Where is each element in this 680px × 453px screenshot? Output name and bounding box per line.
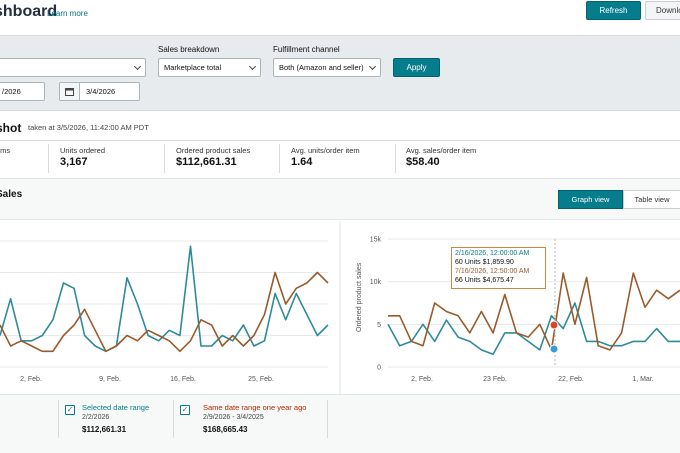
- legend-value-prior: $168,665.43: [203, 425, 248, 434]
- tooltip-date-current: 2/16/2026, 12:00:00 AM: [455, 250, 530, 257]
- x-tick-label: 9, Feb.: [99, 376, 121, 383]
- table-view-button[interactable]: Table view: [623, 190, 680, 209]
- y-tick-label: 10k: [370, 279, 382, 286]
- metric-label-avg-sales: Avg. sales/order item: [406, 146, 477, 155]
- y-tick-label: 0: [377, 365, 381, 372]
- metric-value-avg-units: 1.64: [291, 156, 313, 168]
- x-tick-label: 16, Feb.: [170, 376, 196, 383]
- divider: [164, 144, 165, 173]
- metric-label-avg-units: Avg. units/order item: [291, 146, 360, 155]
- end-date-value: 3/4/2026: [86, 87, 116, 96]
- hover-point-prior[interactable]: [549, 320, 559, 330]
- divider: [48, 144, 49, 173]
- sales-breakdown-value: Marketplace total: [164, 63, 222, 72]
- x-tick-label: 1, Mar.: [632, 376, 653, 383]
- tooltip-value-current: 60 Units $1,859.90: [455, 259, 514, 266]
- chevron-down-icon: [133, 62, 142, 71]
- refresh-button[interactable]: Refresh: [586, 1, 641, 20]
- sales-chart: 0 5 10k 15k 2, Feb. 23 Feb. 22, Feb. 1, Mar.: [370, 237, 680, 383]
- fulfillment-channel-select[interactable]: Both (Amazon and seller): [273, 58, 381, 77]
- legend-range-prior: 2/9/2026 - 3/4/2025: [203, 414, 264, 421]
- legend-range-selected: 2/2/2026: [82, 414, 110, 421]
- series-line-1: [388, 272, 680, 351]
- start-date-input[interactable]: /2026: [0, 82, 45, 101]
- divider: [395, 144, 396, 173]
- chart-tooltip: 2/16/2026, 12:00:00 AM 60 Units $1,859.9…: [451, 247, 546, 289]
- series-line-0: [0, 245, 329, 353]
- apply-button[interactable]: Apply: [393, 58, 440, 77]
- graph-view-button[interactable]: Graph view: [558, 190, 623, 209]
- series-line-1: [0, 271, 329, 353]
- check-icon: ✓: [66, 405, 74, 414]
- tooltip-date-prior: 7/16/2026, 12:50:00 AM: [455, 268, 530, 275]
- metric-value-avg-sales: $58.40: [406, 156, 440, 168]
- metric-label-units-ordered: Units ordered: [60, 146, 106, 155]
- metric-label-ordered-sales: Ordered product sales: [176, 146, 251, 155]
- start-date-value: /2026: [2, 87, 21, 96]
- y-axis-label: Ordered product sales: [356, 262, 363, 332]
- y-tick-label: 5: [377, 322, 381, 329]
- legend-name-selected: Selected date range: [82, 403, 150, 412]
- metric-label-items: ems: [0, 146, 11, 155]
- legend-value-selected: $112,661.31: [82, 425, 127, 434]
- chevron-down-icon: [368, 62, 377, 71]
- series-line-0: [387, 302, 680, 355]
- fulfillment-channel-label: Fulfillment channel: [273, 45, 340, 54]
- hover-point-current[interactable]: [549, 344, 559, 354]
- metric-value-units-ordered: 3,167: [60, 156, 88, 168]
- metric-value-ordered-sales: $112,661.31: [176, 156, 237, 168]
- snapshot-timestamp: taken at 3/5/2026, 11:42:00 AM PDT: [28, 123, 149, 132]
- units-chart: 2, Feb. 9, Feb. 16, Feb. 25, Feb.: [0, 240, 329, 383]
- selected-range-checkbox[interactable]: ✓: [65, 405, 75, 415]
- download-button[interactable]: Downlo: [645, 1, 680, 20]
- snapshot-title: shot: [0, 121, 22, 135]
- divider: [279, 144, 280, 173]
- prior-year-checkbox[interactable]: ✓: [180, 405, 190, 415]
- fulfillment-channel-value: Both (Amazon and seller): [279, 63, 364, 72]
- sales-breakdown-select[interactable]: Marketplace total: [158, 58, 261, 77]
- divider: [173, 400, 174, 438]
- x-tick-label: 2, Feb.: [411, 376, 433, 383]
- x-tick-label: 22, Feb.: [558, 376, 584, 383]
- page-title: shboard: [0, 3, 58, 20]
- check-icon: ✓: [181, 405, 189, 414]
- learn-more-link[interactable]: Learn more: [47, 9, 88, 18]
- date-range-select[interactable]: [0, 58, 146, 77]
- chevron-down-icon: [248, 62, 257, 71]
- legend-name-prior: Same date range one year ago: [203, 403, 307, 412]
- x-tick-label: 23 Feb.: [483, 376, 507, 383]
- x-tick-label: 2, Feb.: [20, 376, 42, 383]
- legend-area: [0, 394, 680, 453]
- y-tick-label: 15k: [370, 237, 382, 244]
- x-tick-label: 25, Feb.: [248, 376, 274, 383]
- calendar-icon[interactable]: [60, 83, 80, 100]
- divider: [58, 400, 59, 438]
- tooltip-value-prior: 66 Units $4,675.47: [455, 277, 514, 284]
- sales-breakdown-label: Sales breakdown: [158, 45, 220, 54]
- end-date-input[interactable]: 3/4/2026: [59, 82, 140, 101]
- divider: [327, 400, 328, 438]
- sales-charts: 2, Feb. 9, Feb. 16, Feb. 25, Feb. 0 5 10k 15k 2…: [0, 221, 680, 394]
- divider: [0, 140, 680, 141]
- sales-title: Sales: [0, 189, 23, 200]
